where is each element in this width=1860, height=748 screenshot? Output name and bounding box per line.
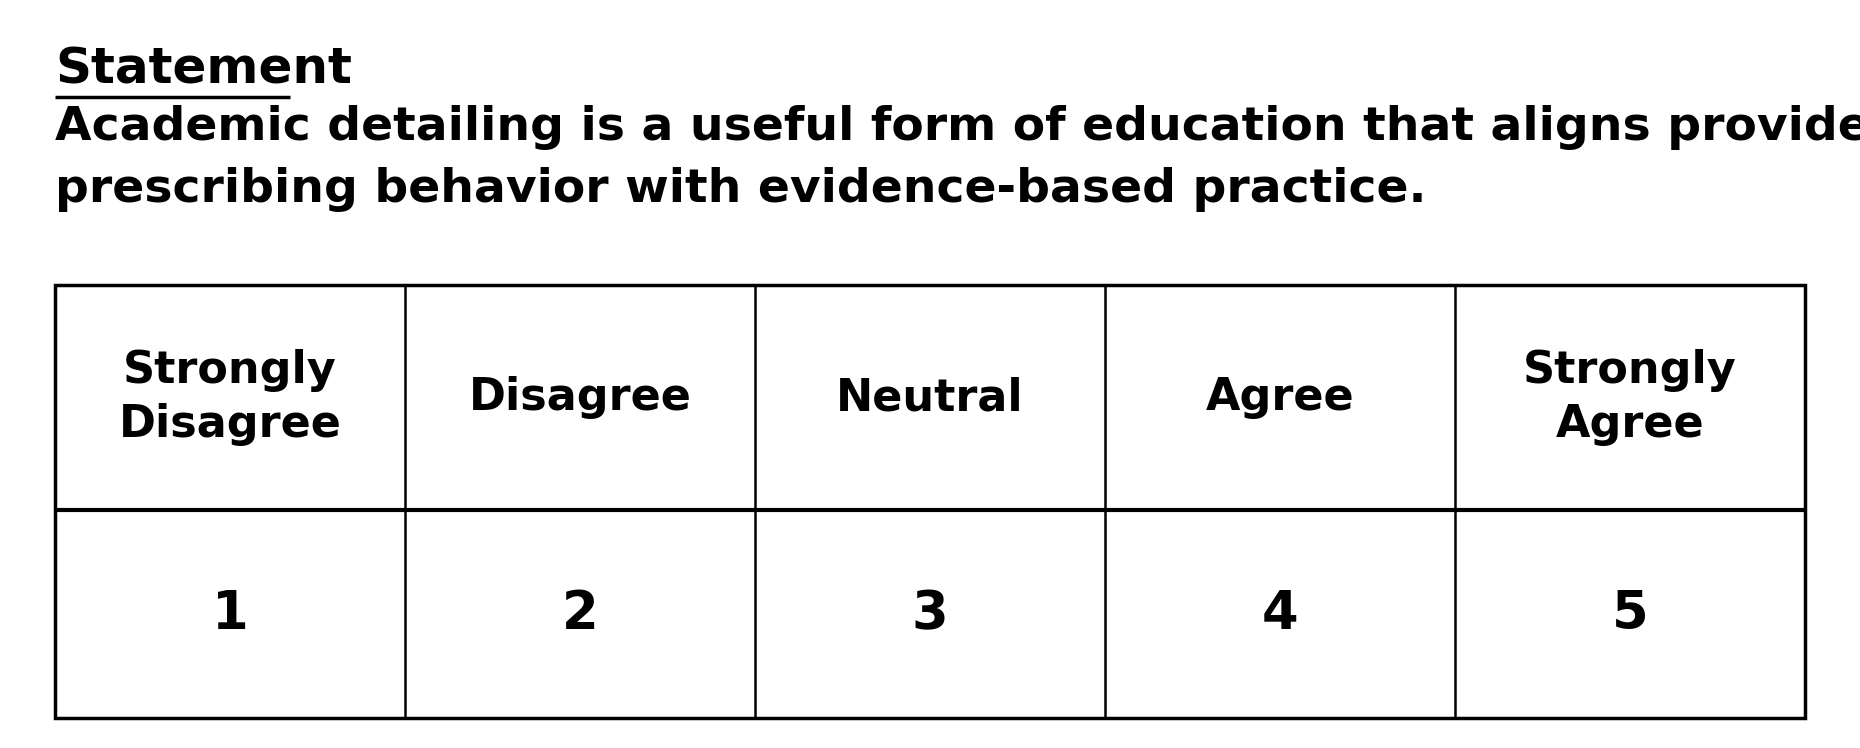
Text: Statement: Statement — [56, 45, 352, 93]
Text: 5: 5 — [1611, 588, 1648, 640]
Text: Disagree: Disagree — [469, 376, 692, 419]
Text: 2: 2 — [562, 588, 599, 640]
Text: Neutral: Neutral — [837, 376, 1023, 419]
Text: 4: 4 — [1261, 588, 1298, 640]
Bar — [56, 285, 1804, 718]
Text: Academic detailing is a useful form of education that aligns providers'
prescrib: Academic detailing is a useful form of e… — [56, 105, 1860, 212]
Text: 1: 1 — [212, 588, 249, 640]
Text: Strongly
Agree: Strongly Agree — [1523, 349, 1737, 446]
Text: 3: 3 — [911, 588, 949, 640]
Text: Agree: Agree — [1205, 376, 1354, 419]
Text: Strongly
Disagree: Strongly Disagree — [119, 349, 342, 446]
